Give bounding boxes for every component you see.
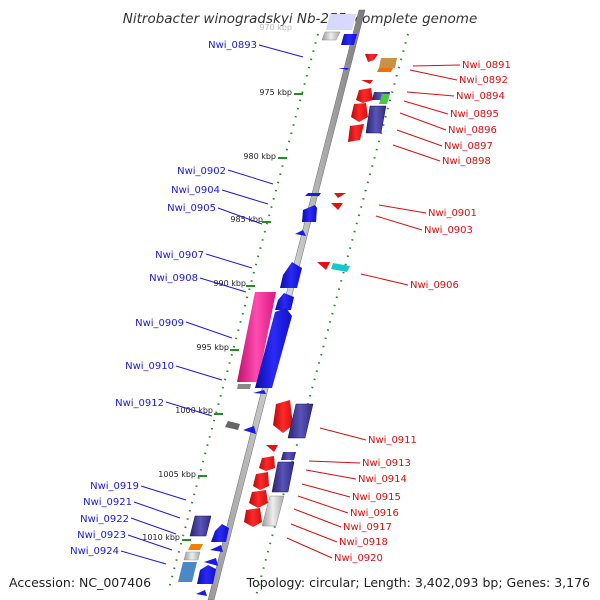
gene-shape[interactable] [178,562,197,582]
gene-shape[interactable] [305,193,321,196]
kbp-label: 995 kbp [196,343,229,352]
kbp-label: 990 kbp [213,279,246,288]
gene-shape[interactable] [302,205,317,222]
gene-shape[interactable] [188,544,203,550]
gene-shape[interactable] [204,558,218,566]
plus-labels: Nwi_0891 Nwi_0892 Nwi_0894 Nwi_0895 Nwi_… [334,60,511,564]
gene-shape[interactable] [266,445,278,452]
gene-shape[interactable] [244,508,262,527]
gene-label[interactable]: Nwi_0906 [410,280,459,291]
gene-shape[interactable] [197,565,216,584]
gene-shape[interactable] [273,400,293,433]
gene-label[interactable]: Nwi_0907 [155,250,204,261]
gene-label[interactable]: Nwi_0898 [442,156,491,167]
gene-label[interactable]: Nwi_0893 [208,40,257,51]
map-title: Nitrobacter winogradskyi Nb-255, complet… [123,11,478,27]
gene-label[interactable]: Nwi_0916 [350,508,399,519]
gene-label[interactable]: Nwi_0909 [135,318,184,329]
gene-shape[interactable] [281,452,296,460]
kbp-label: 1010 kbp [142,533,180,542]
accession-text: Accession: NC_007406 [9,575,151,590]
minus-connectors [120,44,304,565]
gene-shape[interactable] [377,68,393,72]
gene-shape[interactable] [183,551,201,561]
gene-shape[interactable] [261,495,285,527]
gene-shape[interactable] [189,515,212,537]
gene-label[interactable]: Nwi_0908 [149,273,198,284]
gene-label[interactable]: Nwi_0895 [450,109,499,120]
gene-label[interactable]: Nwi_0914 [358,474,407,485]
gene-label[interactable]: Nwi_0910 [125,361,174,372]
kbp-label-cut: 970 kbp [259,23,292,32]
gene-shape[interactable] [259,456,275,471]
minus-labels: Nwi_0893 Nwi_0902 Nwi_0904 Nwi_0905 Nwi_… [70,40,257,557]
gene-shape[interactable] [255,308,292,388]
plus-strand-genes [244,54,397,527]
gene-label[interactable]: Nwi_0919 [90,481,139,492]
gene-shape[interactable] [243,426,256,434]
gene-shape[interactable] [331,263,350,272]
gene-shape[interactable] [249,490,268,508]
gene-label[interactable]: Nwi_0917 [343,522,392,533]
gene-shape[interactable] [321,31,341,41]
gene-label[interactable]: Nwi_0924 [70,546,119,557]
gene-shape[interactable] [225,421,240,430]
gene-label[interactable]: Nwi_0891 [462,60,511,71]
gene-shape[interactable] [356,88,373,103]
gene-shape[interactable] [295,230,306,236]
gene-label[interactable]: Nwi_0905 [167,203,216,214]
gene-shape[interactable] [348,124,364,142]
gene-shape[interactable] [365,105,387,134]
gene-label[interactable]: Nwi_0920 [334,553,383,564]
gene-shape[interactable] [365,54,378,62]
gene-shape[interactable] [287,403,314,439]
gene-shape[interactable] [379,58,397,68]
gene-shape[interactable] [361,80,373,84]
kbp-label: 975 kbp [259,88,292,97]
gene-shape[interactable] [237,292,276,382]
gene-label[interactable]: Nwi_0911 [368,435,417,446]
gene-label[interactable]: Nwi_0922 [80,514,129,525]
gene-label[interactable]: Nwi_0918 [339,537,388,548]
gene-label[interactable]: Nwi_0892 [459,75,508,86]
gene-shape[interactable] [253,390,266,394]
kbp-label: 980 kbp [243,152,276,161]
minus-strand-genes [178,14,357,596]
gene-label[interactable]: Nwi_0904 [171,185,220,196]
gene-shape[interactable] [341,34,357,45]
kbp-label: 985 kbp [230,215,263,224]
gene-shape[interactable] [331,203,343,210]
gene-label[interactable]: Nwi_0896 [448,125,497,136]
gene-shape[interactable] [196,590,207,596]
gene-label[interactable]: Nwi_0903 [424,225,473,236]
gene-shape[interactable] [334,193,346,198]
gene-shape[interactable] [211,524,229,542]
gene-label[interactable]: Nwi_0897 [444,141,493,152]
gene-label[interactable]: Nwi_0901 [428,208,477,219]
topology-text: Topology: circular; Length: 3,402,093 bp… [246,575,590,590]
gene-label[interactable]: Nwi_0923 [77,530,126,541]
gene-shape[interactable] [351,103,368,122]
gene-shape[interactable] [280,262,302,288]
gene-shape[interactable] [275,293,294,310]
gene-shape[interactable] [253,472,269,490]
gene-shape[interactable] [379,94,390,104]
gene-shape[interactable] [237,384,251,389]
plus-connectors [286,64,461,559]
gene-label[interactable]: Nwi_0921 [83,497,132,508]
gene-label[interactable]: Nwi_0915 [352,492,401,503]
gene-label[interactable]: Nwi_0913 [362,458,411,469]
kbp-label: 1005 kbp [158,470,196,479]
gene-label[interactable]: Nwi_0902 [177,166,226,177]
gene-shape[interactable] [326,14,356,30]
left-track-dots [167,33,319,593]
gene-shape[interactable] [338,68,349,70]
gene-shape[interactable] [210,545,223,552]
gene-label[interactable]: Nwi_0894 [456,91,505,102]
gene-label[interactable]: Nwi_0912 [115,398,164,409]
gene-shape[interactable] [271,461,295,493]
gene-shape[interactable] [317,262,330,270]
